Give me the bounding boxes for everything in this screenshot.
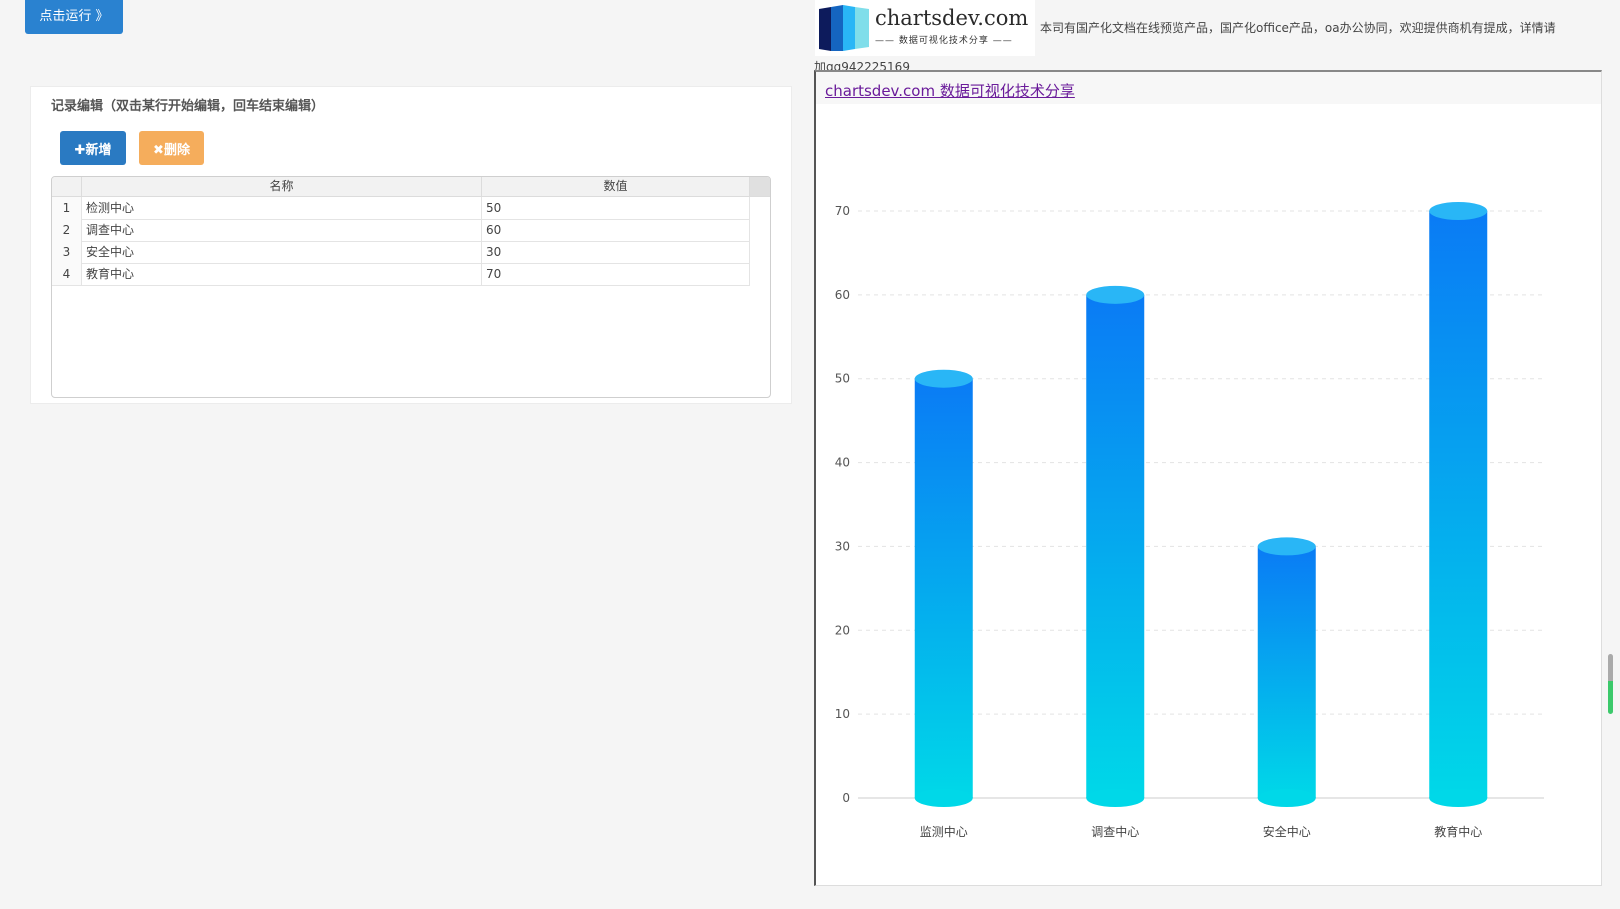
row-index: 2: [52, 219, 82, 241]
bar-cap: [1086, 285, 1145, 304]
logo-text: chartsdev.com: [875, 6, 1029, 30]
y-tick-label: 30: [835, 539, 850, 553]
record-editor-panel: 记录编辑（双击某行开始编辑，回车结束编辑） ✚新增 ✖删除 名称 数值 1 检测…: [30, 86, 792, 404]
value-cell[interactable]: 70: [482, 263, 750, 285]
name-cell[interactable]: 安全中心: [82, 241, 482, 263]
bar-cap: [914, 369, 973, 388]
y-tick-label: 10: [835, 707, 850, 721]
row-index: 3: [52, 241, 82, 263]
add-button[interactable]: ✚新增: [60, 131, 126, 165]
y-tick-label: 20: [835, 623, 850, 637]
column-header-value[interactable]: 数值: [482, 177, 750, 196]
table-row[interactable]: 2 调查中心 60: [52, 219, 750, 242]
row-index: 1: [52, 197, 82, 219]
grid-scrollbar[interactable]: [750, 177, 770, 196]
value-cell[interactable]: 60: [482, 219, 750, 241]
bar-base: [1257, 789, 1316, 807]
ad-text: 本司有国产化文档在线预览产品，国产化office产品，oa办公协同，欢迎提供商机…: [1040, 21, 1556, 35]
chart-link-bar: chartsdev.com 数据可视化技术分享: [816, 72, 1601, 104]
bar: [914, 378, 973, 798]
x-tick-label: 调查中心: [1091, 824, 1139, 839]
bar: [1086, 294, 1145, 798]
data-grid: 名称 数值 1 检测中心 50 2 调查中心 60 3 安全中心 30 4 教育…: [51, 176, 771, 398]
index-column-header: [52, 177, 82, 196]
y-tick-label: 0: [842, 791, 850, 805]
name-cell[interactable]: 调查中心: [82, 219, 482, 241]
column-header-name[interactable]: 名称: [82, 177, 482, 196]
page-scrollbar[interactable]: [1608, 654, 1613, 714]
grid-header: 名称 数值: [52, 177, 770, 197]
x-tick-label: 安全中心: [1263, 824, 1311, 839]
y-tick-label: 40: [835, 456, 850, 470]
table-row[interactable]: 1 检测中心 50: [52, 197, 750, 220]
logo-subtitle: —— 数据可视化技术分享 ——: [875, 36, 1013, 46]
bar: [1257, 546, 1316, 798]
chart-frame: chartsdev.com 数据可视化技术分享 0 10 20 30 40 50 60 70 监…: [814, 70, 1602, 886]
x-tick-label: 教育中心: [1434, 824, 1482, 839]
row-index: 4: [52, 263, 82, 285]
bar-cap: [1429, 202, 1488, 220]
bar-chart: 0 10 20 30 40 50 60 70 监测中心 调查中心 安全中心 教育中心: [835, 202, 1544, 839]
table-row[interactable]: 3 安全中心 30: [52, 241, 750, 264]
y-tick-label: 50: [835, 372, 850, 386]
site-logo[interactable]: chartsdev.com —— 数据可视化技术分享 ——: [815, 0, 1035, 56]
y-tick-label: 60: [835, 288, 850, 302]
bar-base: [1086, 789, 1145, 807]
chartsdev-link[interactable]: chartsdev.com 数据可视化技术分享: [825, 82, 1075, 100]
table-row[interactable]: 4 教育中心 70: [52, 263, 750, 286]
run-button[interactable]: 点击运行 》: [25, 0, 123, 34]
name-cell[interactable]: 教育中心: [82, 263, 482, 285]
bar-cap: [1257, 537, 1316, 556]
delete-button[interactable]: ✖删除: [139, 131, 204, 165]
value-cell[interactable]: 50: [482, 197, 750, 219]
bar: [1429, 211, 1488, 798]
bar-base: [1429, 789, 1488, 807]
y-tick-label: 70: [835, 204, 850, 218]
logo-mark-icon: [819, 5, 869, 51]
value-cell[interactable]: 30: [482, 241, 750, 263]
bar-base: [914, 789, 973, 807]
x-tick-label: 监测中心: [920, 824, 968, 839]
name-cell[interactable]: 检测中心: [82, 197, 482, 219]
panel-title: 记录编辑（双击某行开始编辑，回车结束编辑）: [51, 99, 325, 114]
